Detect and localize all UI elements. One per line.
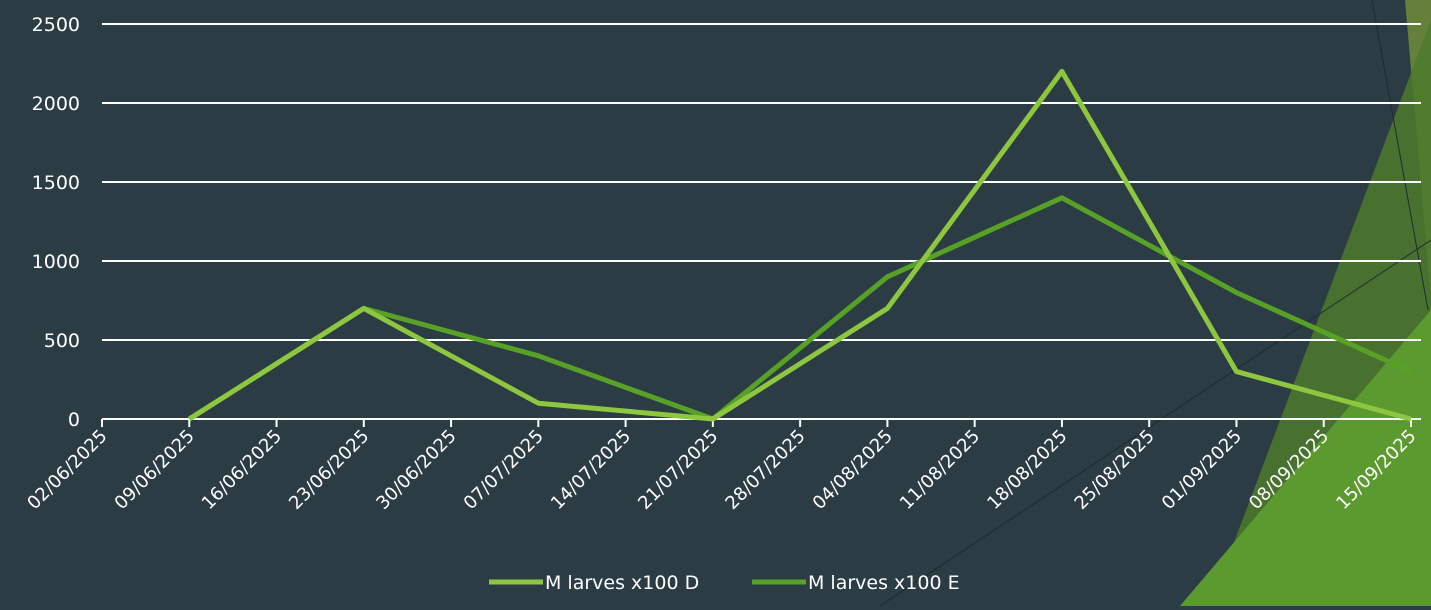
background-decoration: [880, 0, 1431, 606]
series-line-2: [189, 198, 1411, 419]
y-tick-label: 0: [68, 409, 80, 431]
x-tick-label: 09/06/2025: [111, 426, 199, 514]
x-tick-label: 01/09/2025: [1158, 426, 1246, 514]
x-tick-label: 30/06/2025: [372, 426, 460, 514]
y-tick-label: 1000: [32, 251, 80, 273]
x-tick-label: 25/08/2025: [1071, 426, 1159, 514]
x-tick-label: 02/06/2025: [23, 426, 111, 514]
legend: M larves x100 D M larves x100 E: [489, 572, 960, 594]
x-tick-label: 21/07/2025: [634, 426, 722, 514]
y-tick-label: 500: [44, 330, 80, 352]
series-line-1: [189, 71, 1411, 419]
y-axis-ticks: 0 500 1000 1500 2000 2500: [32, 14, 80, 431]
x-tick-label: 14/07/2025: [547, 426, 635, 514]
y-tick-label: 2000: [32, 93, 80, 115]
legend-label: M larves x100 E: [808, 572, 960, 594]
x-tick-label: 18/08/2025: [983, 426, 1071, 514]
legend-label: M larves x100 D: [545, 572, 699, 594]
grid-lines: [102, 24, 1421, 419]
x-tick-label: 11/08/2025: [896, 426, 984, 514]
x-tick-label: 04/08/2025: [809, 426, 897, 514]
x-tick-label: 07/07/2025: [460, 426, 548, 514]
x-tick-label: 16/06/2025: [198, 426, 286, 514]
y-tick-label: 2500: [32, 14, 80, 36]
series-lines: [189, 71, 1411, 419]
y-tick-label: 1500: [32, 172, 80, 194]
x-tick-label: 23/06/2025: [285, 426, 373, 514]
x-tick-label: 28/07/2025: [721, 426, 809, 514]
